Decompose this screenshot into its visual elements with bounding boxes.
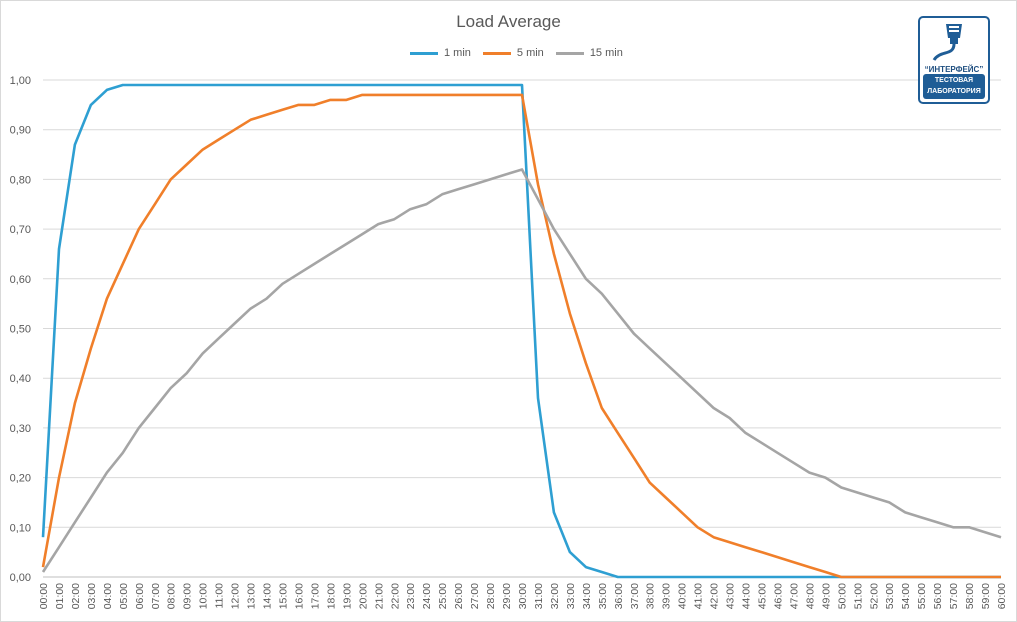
x-tick-label: 04:00 xyxy=(102,583,114,609)
y-tick-label: 1,00 xyxy=(10,75,31,87)
series-line-15-min xyxy=(41,168,1002,573)
x-tick-label: 57:00 xyxy=(948,583,960,609)
x-tick-label: 12:00 xyxy=(230,583,242,609)
y-tick-label: 0,30 xyxy=(10,423,31,435)
x-tick-label: 32:00 xyxy=(549,583,561,609)
x-tick-label: 50:00 xyxy=(836,583,848,609)
x-tick-label: 55:00 xyxy=(916,583,928,609)
x-tick-label: 48:00 xyxy=(804,583,816,609)
x-tick-label: 45:00 xyxy=(757,583,769,609)
y-tick-label: 0,20 xyxy=(10,473,31,485)
x-tick-label: 02:00 xyxy=(70,583,82,609)
x-tick-label: 10:00 xyxy=(198,583,210,609)
x-tick-label: 37:00 xyxy=(629,583,641,609)
legend-item-15min: 15 min xyxy=(555,47,623,59)
legend-swatch xyxy=(482,51,511,55)
legend-item-1min: 1 min xyxy=(410,47,471,59)
x-tick-label: 54:00 xyxy=(900,583,912,609)
x-tick-label: 49:00 xyxy=(820,583,832,609)
x-tick-label: 23:00 xyxy=(405,583,417,609)
legend-label: 1 min xyxy=(444,47,471,59)
x-tick-label: 15:00 xyxy=(278,583,290,609)
x-tick-label: 14:00 xyxy=(262,583,274,609)
x-tick-label: 29:00 xyxy=(501,583,513,609)
connector-icon xyxy=(932,24,962,61)
x-tick-label: 06:00 xyxy=(134,583,146,609)
y-tick-label: 0,80 xyxy=(10,174,31,186)
x-tick-label: 08:00 xyxy=(166,583,178,609)
x-tick-label: 24:00 xyxy=(421,583,433,609)
x-tick-label: 16:00 xyxy=(293,583,305,609)
logo-band: ТЕСТОВАЯ ЛАБОРАТОРИЯ xyxy=(923,74,985,99)
x-tick-label: 46:00 xyxy=(772,583,784,609)
x-tick-label: 52:00 xyxy=(868,583,880,609)
y-tick-label: 0,70 xyxy=(10,224,31,236)
x-tick-label: 38:00 xyxy=(645,583,657,609)
x-tick-label: 30:00 xyxy=(517,583,529,609)
x-tick-label: 00:00 xyxy=(38,583,50,609)
x-tick-label: 59:00 xyxy=(980,583,992,609)
y-tick-label: 0,90 xyxy=(10,125,31,137)
legend: 1 min 5 min 15 min xyxy=(410,47,623,59)
x-tick-label: 18:00 xyxy=(325,583,337,609)
x-tick-label: 34:00 xyxy=(581,583,593,609)
x-tick-label: 60:00 xyxy=(996,583,1008,609)
x-tick-label: 56:00 xyxy=(932,583,944,609)
x-tick-label: 11:00 xyxy=(214,583,226,609)
lab-logo: “ИНТЕРФЕЙС” ТЕСТОВАЯ ЛАБОРАТОРИЯ xyxy=(918,16,990,104)
x-tick-label: 22:00 xyxy=(389,583,401,609)
legend-swatch xyxy=(410,51,438,55)
logo-name: “ИНТЕРФЕЙС” xyxy=(924,65,984,74)
y-tick-label: 0,50 xyxy=(10,324,31,336)
x-tick-label: 13:00 xyxy=(246,583,258,609)
x-tick-label: 33:00 xyxy=(565,583,577,609)
x-tick-label: 19:00 xyxy=(341,583,353,609)
series-line-1-min xyxy=(41,83,1001,579)
x-tick-label: 25:00 xyxy=(437,583,449,609)
x-tick-label: 53:00 xyxy=(884,583,896,609)
x-tick-label: 31:00 xyxy=(533,583,545,609)
series-line-5-min xyxy=(41,93,1001,579)
logo-line2: ЛАБОРАТОРИЯ xyxy=(927,88,981,95)
x-tick-label: 05:00 xyxy=(118,583,130,609)
x-tick-label: 40:00 xyxy=(677,583,689,609)
x-tick-label: 09:00 xyxy=(182,583,194,609)
x-tick-label: 47:00 xyxy=(788,583,800,609)
legend-label: 5 min xyxy=(516,47,544,59)
legend-item-5min: 5 min xyxy=(482,47,544,59)
x-tick-label: 07:00 xyxy=(150,583,162,609)
x-tick-label: 35:00 xyxy=(597,583,609,609)
x-tick-label: 36:00 xyxy=(613,583,625,609)
x-tick-label: 42:00 xyxy=(709,583,721,609)
logo-line1: ТЕСТОВАЯ xyxy=(934,77,974,84)
x-tick-label: 39:00 xyxy=(661,583,673,609)
y-tick-label: 0,40 xyxy=(10,373,31,385)
chart-title: Load Average xyxy=(456,12,561,31)
x-tick-label: 21:00 xyxy=(373,583,385,609)
x-tick-label: 17:00 xyxy=(309,583,321,609)
x-tick-label: 01:00 xyxy=(54,583,66,609)
y-tick-label: 0,60 xyxy=(10,274,31,286)
x-tick-label: 28:00 xyxy=(485,583,497,609)
y-tick-label: 0,00 xyxy=(10,572,31,584)
x-tick-label: 51:00 xyxy=(852,583,864,609)
x-tick-label: 26:00 xyxy=(453,583,465,609)
x-tick-label: 20:00 xyxy=(357,583,369,609)
x-tick-label: 27:00 xyxy=(469,583,481,609)
x-tick-label: 44:00 xyxy=(741,583,753,609)
legend-label: 15 min xyxy=(589,47,623,59)
y-tick-label: 0,10 xyxy=(10,522,31,534)
x-tick-label: 03:00 xyxy=(86,583,98,609)
legend-swatch xyxy=(555,51,584,55)
x-tick-label: 41:00 xyxy=(693,583,705,609)
x-tick-label: 58:00 xyxy=(964,583,976,609)
x-tick-label: 43:00 xyxy=(725,583,737,609)
